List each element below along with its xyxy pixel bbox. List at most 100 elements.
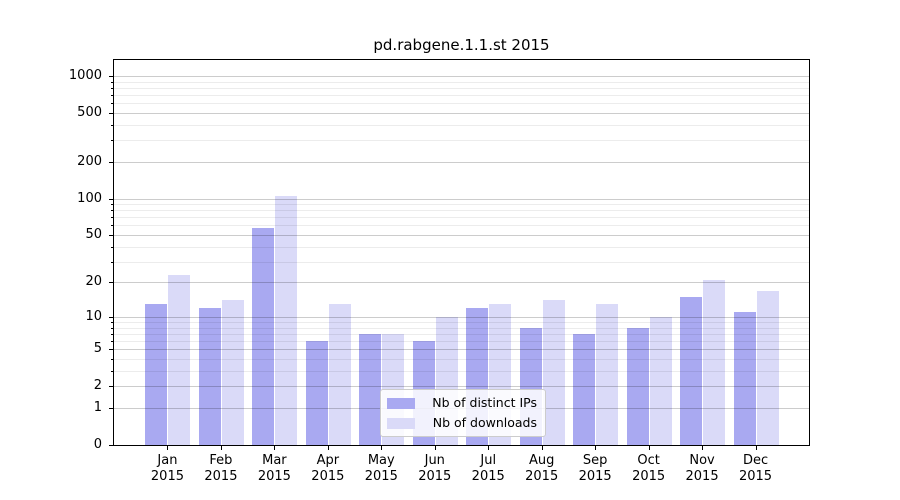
y-minor-tick-400 <box>111 124 113 126</box>
minor-gridline-9 <box>114 322 809 324</box>
y-minor-tick-700 <box>111 95 113 97</box>
minor-gridline-800 <box>114 87 809 89</box>
month-label: Jul <box>480 453 497 468</box>
y-minor-tick-4 <box>111 359 113 361</box>
minor-gridline-4 <box>114 359 809 361</box>
month-label: Nov <box>689 453 715 468</box>
major-gridline-50 <box>114 235 809 237</box>
bar-distinct-ips-sep <box>573 333 596 445</box>
bar-distinct-ips-feb <box>198 308 221 445</box>
y-tick-5 <box>109 349 113 351</box>
plot-area: Nb of distinct IPs Nb of downloads <box>113 59 810 446</box>
major-gridline-20 <box>114 282 809 284</box>
x-tick-may <box>381 446 383 450</box>
month-label: Jun <box>424 453 445 468</box>
x-tick-nov <box>702 446 704 450</box>
minor-gridline-90 <box>114 204 809 206</box>
bar-distinct-ips-nov <box>680 296 703 445</box>
year-label: 2015 <box>632 469 666 484</box>
y-tick-label-50: 50 <box>85 227 102 243</box>
minor-gridline-30 <box>114 261 809 263</box>
x-tick-jan <box>167 446 169 450</box>
bar-downloads-feb <box>221 300 244 445</box>
y-minor-tick-600 <box>111 103 113 105</box>
x-tick-dec <box>755 446 757 450</box>
y-tick-label-200: 200 <box>77 153 102 169</box>
minor-gridline-40 <box>114 246 809 248</box>
y-minor-tick-70 <box>111 217 113 219</box>
month-label: Mar <box>262 453 287 468</box>
major-gridline-10 <box>114 316 809 318</box>
y-tick-label-20: 20 <box>85 274 102 290</box>
major-gridline-5 <box>114 349 809 351</box>
major-gridline-500 <box>114 113 809 115</box>
bar-downloads-mar <box>275 195 298 445</box>
minor-gridline-60 <box>114 225 809 227</box>
bar-downloads-jan <box>168 275 191 445</box>
y-minor-tick-900 <box>111 81 113 83</box>
major-gridline-2 <box>114 386 809 388</box>
minor-gridline-900 <box>114 81 809 83</box>
x-tick-sep <box>595 446 597 450</box>
y-tick-label-100: 100 <box>77 190 102 206</box>
year-label: 2015 <box>471 469 505 484</box>
minor-gridline-300 <box>114 140 809 142</box>
y-tick-label-2: 2 <box>93 378 102 394</box>
y-minor-tick-6 <box>111 341 113 343</box>
minor-gridline-700 <box>114 95 809 97</box>
x-tick-label-mar: Mar 2015 <box>246 453 302 485</box>
month-label: May <box>367 453 395 468</box>
bar-downloads-oct <box>649 316 672 445</box>
minor-gridline-3 <box>114 370 809 372</box>
y-tick-50 <box>109 235 113 237</box>
x-tick-jun <box>434 446 436 450</box>
minor-gridline-70 <box>114 217 809 219</box>
month-label: Oct <box>637 453 660 468</box>
legend: Nb of distinct IPs Nb of downloads <box>380 389 546 437</box>
x-tick-label-feb: Feb 2015 <box>193 453 249 485</box>
legend-swatch-downloads <box>387 417 415 429</box>
y-tick-20 <box>109 282 113 284</box>
year-label: 2015 <box>685 469 719 484</box>
x-tick-oct <box>648 446 650 450</box>
y-tick-label-5: 5 <box>93 341 102 357</box>
x-tick-aug <box>541 446 543 450</box>
x-tick-jul <box>488 446 490 450</box>
legend-entry-downloads: Nb of downloads <box>387 415 537 431</box>
major-gridline-100 <box>114 198 809 200</box>
y-minor-tick-8 <box>111 327 113 329</box>
x-tick-label-apr: Apr 2015 <box>300 453 356 485</box>
bar-distinct-ips-apr <box>305 341 328 445</box>
bar-downloads-dec <box>756 290 779 445</box>
year-label: 2015 <box>257 469 291 484</box>
bar-downloads-nov <box>703 279 726 445</box>
y-tick-label-1000: 1000 <box>68 68 102 84</box>
y-minor-tick-80 <box>111 210 113 212</box>
y-minor-tick-800 <box>111 87 113 89</box>
x-tick-feb <box>220 446 222 450</box>
month-label: Apr <box>316 453 340 468</box>
x-tick-label-nov: Nov 2015 <box>674 453 730 485</box>
bar-downloads-sep <box>596 304 619 445</box>
y-tick-100 <box>109 198 113 200</box>
y-minor-tick-40 <box>111 246 113 248</box>
legend-swatch-distinct-ips <box>387 397 415 409</box>
x-tick-label-jun: Jun 2015 <box>407 453 463 485</box>
chart-title: pd.rabgene.1.1.st 2015 <box>373 36 550 54</box>
minor-gridline-600 <box>114 103 809 105</box>
major-gridline-1000 <box>114 76 809 78</box>
y-minor-tick-60 <box>111 225 113 227</box>
x-tick-label-jul: Jul 2015 <box>460 453 516 485</box>
y-tick-200 <box>109 161 113 163</box>
y-minor-tick-300 <box>111 140 113 142</box>
bar-distinct-ips-may <box>359 333 382 445</box>
y-tick-2 <box>109 386 113 388</box>
bar-distinct-ips-oct <box>626 327 649 445</box>
year-label: 2015 <box>418 469 452 484</box>
bar-distinct-ips-dec <box>733 312 756 445</box>
legend-label-downloads: Nb of downloads <box>432 415 537 430</box>
x-tick-label-may: May 2015 <box>353 453 409 485</box>
y-minor-tick-9 <box>111 322 113 324</box>
x-tick-label-oct: Oct 2015 <box>621 453 677 485</box>
